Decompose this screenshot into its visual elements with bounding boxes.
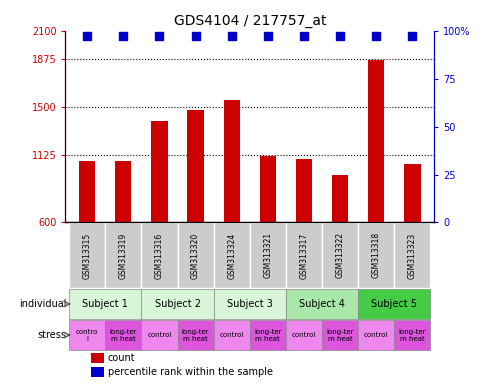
Point <box>155 33 163 40</box>
Bar <box>358 289 430 319</box>
Text: Subject 5: Subject 5 <box>371 299 416 309</box>
Bar <box>177 320 213 350</box>
Point <box>119 33 127 40</box>
Point <box>83 33 91 40</box>
Bar <box>141 289 213 319</box>
Text: control: control <box>147 332 171 338</box>
Text: stress: stress <box>37 330 66 340</box>
Bar <box>321 222 358 288</box>
Bar <box>69 320 105 350</box>
Text: count: count <box>107 353 135 363</box>
Bar <box>141 320 177 350</box>
Text: GSM313323: GSM313323 <box>407 232 416 278</box>
Bar <box>91 367 104 377</box>
Text: long-ter
m heat: long-ter m heat <box>109 329 137 342</box>
Text: GSM313319: GSM313319 <box>119 232 127 278</box>
Bar <box>91 353 104 363</box>
Bar <box>358 222 393 288</box>
Text: Subject 2: Subject 2 <box>154 299 200 309</box>
Bar <box>367 60 384 222</box>
Text: GSM313321: GSM313321 <box>263 232 272 278</box>
Bar <box>115 161 131 222</box>
Text: GSM313322: GSM313322 <box>335 232 344 278</box>
Bar <box>213 222 249 288</box>
Bar <box>249 222 286 288</box>
Text: control: control <box>363 332 388 338</box>
Point <box>408 33 415 40</box>
Text: Subject 4: Subject 4 <box>299 299 344 309</box>
Bar <box>404 164 420 222</box>
Text: GSM313317: GSM313317 <box>299 232 308 278</box>
Bar <box>332 175 348 222</box>
Text: Subject 1: Subject 1 <box>82 299 128 309</box>
Text: contro
l: contro l <box>76 329 98 342</box>
Text: control: control <box>219 332 243 338</box>
Bar <box>79 161 95 222</box>
Text: long-ter
m heat: long-ter m heat <box>326 329 353 342</box>
Bar <box>69 289 141 319</box>
Bar <box>105 222 141 288</box>
Text: Subject 3: Subject 3 <box>227 299 272 309</box>
Point <box>263 33 271 40</box>
Bar <box>393 320 430 350</box>
Text: long-ter
m heat: long-ter m heat <box>182 329 209 342</box>
Point <box>300 33 307 40</box>
Point <box>227 33 235 40</box>
Text: GSM313316: GSM313316 <box>154 232 164 278</box>
Bar <box>213 320 249 350</box>
Bar <box>295 159 312 222</box>
Text: percentile rank within the sample: percentile rank within the sample <box>107 367 272 377</box>
Point <box>372 33 379 40</box>
Bar <box>105 320 141 350</box>
Bar <box>223 100 240 222</box>
Bar <box>151 121 167 222</box>
Title: GDS4104 / 217757_at: GDS4104 / 217757_at <box>173 14 325 28</box>
Text: GSM313318: GSM313318 <box>371 232 380 278</box>
Bar <box>177 222 213 288</box>
Text: GSM313315: GSM313315 <box>82 232 91 278</box>
Bar <box>393 222 430 288</box>
Bar <box>141 222 177 288</box>
Bar <box>286 289 358 319</box>
Point <box>335 33 343 40</box>
Text: GSM313324: GSM313324 <box>227 232 236 278</box>
Bar <box>249 320 286 350</box>
Text: individual: individual <box>19 299 66 309</box>
Text: long-ter
m heat: long-ter m heat <box>398 329 425 342</box>
Bar <box>358 320 393 350</box>
Point <box>191 33 199 40</box>
Bar <box>213 289 286 319</box>
Bar <box>187 110 203 222</box>
Text: GSM313320: GSM313320 <box>191 232 200 278</box>
Bar <box>321 320 358 350</box>
Bar <box>286 320 321 350</box>
Bar <box>259 156 275 222</box>
Text: control: control <box>291 332 316 338</box>
Bar <box>286 222 321 288</box>
Text: long-ter
m heat: long-ter m heat <box>254 329 281 342</box>
Bar <box>69 222 105 288</box>
